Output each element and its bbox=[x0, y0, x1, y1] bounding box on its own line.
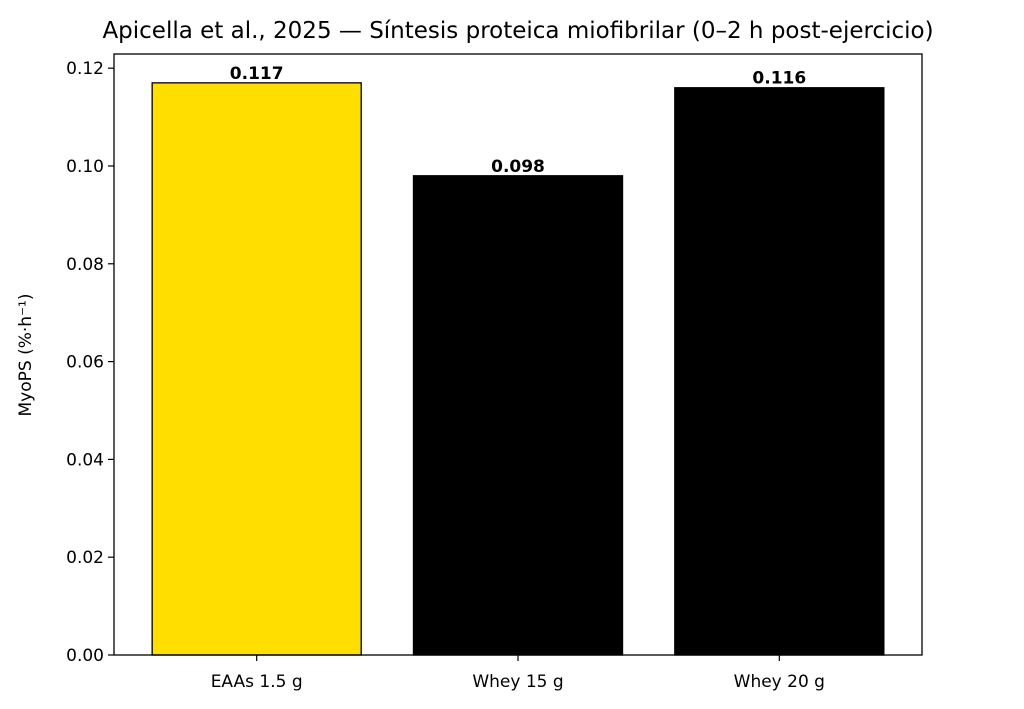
value-label: 0.117 bbox=[230, 64, 284, 84]
y-tick-label: 0.06 bbox=[66, 353, 104, 373]
y-axis-label: MyoPS (%·h⁻¹) bbox=[16, 294, 36, 417]
y-tick-label: 0.02 bbox=[66, 548, 104, 568]
plot-frame bbox=[113, 53, 923, 656]
value-label: 0.116 bbox=[752, 69, 806, 89]
bar bbox=[674, 87, 885, 656]
y-tick-label: 0.00 bbox=[66, 646, 104, 666]
value-label: 0.098 bbox=[491, 157, 545, 177]
y-tick-label: 0.12 bbox=[66, 59, 104, 79]
y-tick-label: 0.04 bbox=[66, 450, 104, 470]
x-tick-label: EAAs 1.5 g bbox=[211, 672, 303, 692]
x-tick-label: Whey 15 g bbox=[472, 672, 563, 692]
bar bbox=[151, 82, 362, 656]
y-tick-label: 0.08 bbox=[66, 255, 104, 275]
x-tick-label: Whey 20 g bbox=[734, 672, 825, 692]
bar bbox=[412, 175, 624, 656]
y-tick-label: 0.10 bbox=[66, 157, 104, 177]
chart-title: Apicella et al., 2025 — Síntesis proteic… bbox=[102, 18, 933, 44]
